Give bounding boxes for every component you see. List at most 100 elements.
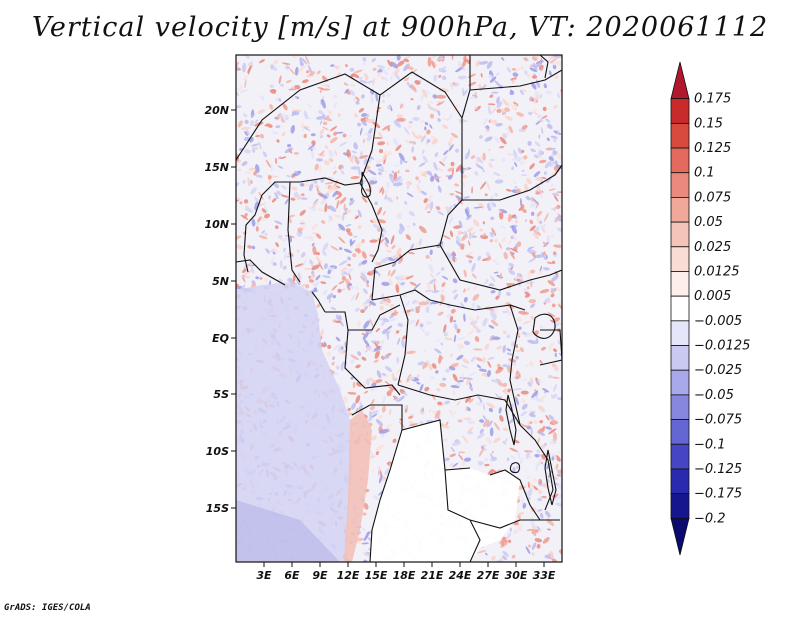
velocity-speckle bbox=[284, 198, 289, 205]
velocity-speckle bbox=[485, 278, 489, 283]
velocity-speckle bbox=[496, 72, 500, 76]
velocity-speckle bbox=[531, 56, 538, 61]
velocity-speckle bbox=[394, 72, 401, 81]
velocity-speckle bbox=[276, 139, 280, 143]
velocity-speckle bbox=[317, 70, 321, 75]
velocity-speckle bbox=[315, 274, 321, 281]
velocity-speckle bbox=[279, 259, 283, 269]
velocity-speckle bbox=[411, 131, 416, 137]
velocity-speckle bbox=[484, 552, 488, 556]
velocity-speckle bbox=[251, 245, 256, 250]
velocity-speckle bbox=[442, 275, 449, 280]
map-plot-area bbox=[236, 55, 562, 562]
velocity-speckle bbox=[510, 266, 513, 270]
velocity-speckle bbox=[327, 344, 332, 349]
velocity-speckle bbox=[490, 107, 497, 114]
velocity-speckle bbox=[382, 375, 389, 378]
velocity-speckle bbox=[361, 259, 368, 265]
velocity-speckle bbox=[556, 244, 562, 249]
velocity-speckle bbox=[501, 107, 506, 116]
velocity-speckle bbox=[554, 352, 557, 358]
velocity-speckle bbox=[554, 75, 559, 79]
velocity-speckle bbox=[277, 165, 284, 169]
velocity-speckle bbox=[293, 195, 297, 199]
ocean-stripe bbox=[236, 500, 340, 562]
velocity-speckle bbox=[406, 192, 414, 198]
lat-label-15s: 15S bbox=[206, 502, 229, 515]
velocity-speckle bbox=[355, 307, 360, 312]
velocity-speckle bbox=[524, 70, 528, 75]
velocity-speckle bbox=[338, 280, 345, 285]
velocity-speckle bbox=[272, 251, 276, 255]
velocity-speckle bbox=[427, 103, 431, 108]
velocity-speckle bbox=[499, 415, 504, 422]
velocity-speckle bbox=[322, 289, 328, 296]
velocity-speckle bbox=[486, 420, 493, 428]
velocity-speckle bbox=[551, 456, 555, 461]
velocity-speckle bbox=[250, 113, 256, 118]
velocity-speckle bbox=[507, 539, 512, 543]
velocity-speckle bbox=[471, 420, 476, 425]
velocity-speckle bbox=[370, 455, 376, 459]
velocity-speckle bbox=[313, 198, 319, 205]
velocity-speckle bbox=[484, 343, 490, 351]
velocity-speckle bbox=[555, 463, 559, 470]
velocity-speckle bbox=[251, 280, 256, 284]
velocity-speckle bbox=[503, 251, 508, 260]
velocity-speckle bbox=[498, 211, 504, 220]
velocity-speckle bbox=[515, 344, 519, 349]
velocity-speckle bbox=[443, 324, 447, 333]
velocity-speckle bbox=[366, 134, 372, 142]
velocity-speckle bbox=[381, 373, 387, 376]
velocity-speckle bbox=[545, 254, 548, 260]
velocity-speckle bbox=[550, 207, 558, 210]
velocity-speckle bbox=[472, 293, 480, 301]
velocity-speckle bbox=[369, 411, 373, 421]
velocity-speckle bbox=[543, 442, 547, 447]
velocity-speckle bbox=[372, 121, 381, 129]
velocity-speckle bbox=[292, 273, 296, 282]
velocity-speckle bbox=[479, 135, 483, 139]
velocity-speckle bbox=[390, 72, 393, 82]
velocity-speckle bbox=[324, 185, 328, 190]
velocity-speckle bbox=[366, 280, 370, 284]
velocity-speckle bbox=[521, 403, 528, 410]
velocity-speckle bbox=[296, 232, 302, 237]
velocity-speckle bbox=[471, 273, 477, 279]
velocity-speckle bbox=[519, 457, 524, 465]
velocity-speckle bbox=[449, 214, 453, 217]
velocity-speckle bbox=[407, 251, 415, 255]
velocity-speckle bbox=[467, 240, 471, 246]
velocity-speckle bbox=[394, 164, 400, 167]
velocity-speckle bbox=[371, 469, 375, 473]
velocity-speckle bbox=[543, 267, 550, 271]
velocity-speckle bbox=[484, 463, 490, 467]
velocity-speckle bbox=[463, 377, 474, 380]
velocity-speckle bbox=[346, 284, 351, 291]
velocity-speckle bbox=[275, 125, 281, 129]
velocity-speckle bbox=[310, 133, 316, 137]
velocity-speckle bbox=[355, 395, 361, 404]
colorbar-segment bbox=[670, 320, 690, 346]
velocity-speckle bbox=[513, 529, 518, 535]
velocity-speckle bbox=[460, 245, 465, 250]
velocity-speckle bbox=[453, 183, 460, 187]
velocity-speckle bbox=[449, 410, 455, 418]
velocity-speckle bbox=[476, 328, 481, 334]
velocity-speckle bbox=[521, 170, 525, 172]
colorbar-segment bbox=[670, 443, 690, 470]
velocity-speckle bbox=[428, 363, 433, 371]
velocity-speckle bbox=[488, 162, 493, 169]
velocity-speckle bbox=[534, 93, 540, 101]
velocity-speckle bbox=[430, 55, 435, 60]
velocity-speckle bbox=[451, 441, 462, 446]
velocity-speckle bbox=[456, 328, 461, 334]
velocity-speckle bbox=[517, 451, 521, 460]
velocity-speckle bbox=[534, 538, 543, 543]
velocity-speckle bbox=[522, 320, 532, 325]
velocity-speckle bbox=[486, 60, 493, 70]
velocity-speckle bbox=[525, 219, 527, 223]
velocity-speckle bbox=[418, 301, 429, 306]
velocity-speckle bbox=[355, 242, 362, 249]
velocity-speckle bbox=[441, 288, 445, 293]
